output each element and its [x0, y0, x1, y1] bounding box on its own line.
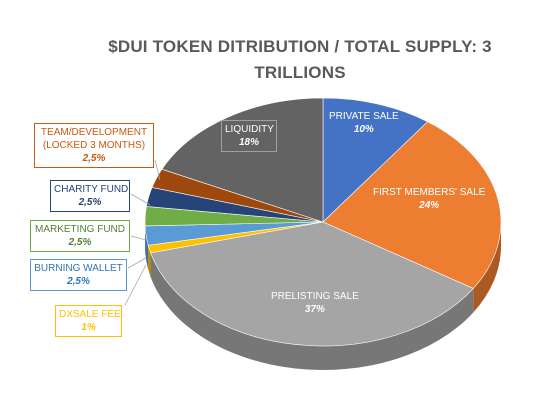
- label-liquidity: LIQUIDITY 18%: [221, 120, 277, 152]
- label-team-development: TEAM/DEVELOPMENT (LOCKED 3 MONTHS) 2,5%: [34, 123, 154, 168]
- label-first-members-sale: FIRST MEMBERS' SALE 24%: [370, 184, 488, 214]
- leader-line-1: [124, 264, 147, 306]
- leader-line-3: [130, 235, 147, 241]
- chart-title: $DUI TOKEN DITRIBUTION / TOTAL SUPPLY: 3…: [108, 37, 492, 82]
- slice-private-sale: [322, 97, 429, 223]
- label-liquidity-name: LIQUIDITY: [225, 124, 274, 135]
- label-charity-fund: CHARITY FUND 2,5%: [50, 180, 130, 212]
- label-burning-wallet-name: BURNING WALLET: [34, 263, 123, 274]
- label-burning-wallet-value: 2,5%: [67, 276, 90, 287]
- label-marketing-fund-name: MARKETING FUND: [35, 224, 125, 235]
- label-prelisting-sale-name: PRELISTING SALE: [271, 291, 359, 302]
- label-charity-fund-name: CHARITY FUND: [54, 184, 129, 195]
- slice-liquidity: [161, 97, 324, 223]
- leader-line-2: [127, 257, 147, 269]
- label-team-development-name: TEAM/DEVELOPMENT (LOCKED 3 MONTHS): [40, 127, 148, 151]
- label-private-sale-value: 10%: [353, 124, 374, 135]
- slice-side-burning-wallet: [145, 225, 149, 270]
- pie-slices: [144, 97, 502, 347]
- leader-line-5: [154, 159, 161, 181]
- label-prelisting-sale-value: 37%: [304, 304, 325, 315]
- slice-side-first-members-sale: [473, 222, 501, 313]
- leader-line-4: [130, 193, 151, 206]
- label-charity-fund-value: 2,5%: [78, 197, 102, 208]
- label-marketing-fund: MARKETING FUND 2,5%: [30, 220, 130, 252]
- label-first-members-sale-name: FIRST MEMBERS' SALE: [373, 187, 486, 198]
- slice-side-dxsale-fee: [148, 245, 151, 277]
- label-dxsale-fee-name: DXSALE FEE: [59, 309, 121, 320]
- label-team-development-value: 2,5%: [82, 153, 106, 164]
- label-private-sale-name: PRIVATE SALE: [329, 111, 399, 122]
- label-first-members-sale-value: 24%: [419, 200, 440, 211]
- slice-prelisting-sale: [150, 221, 474, 347]
- label-prelisting-sale: PRELISTING SALE 37%: [268, 288, 362, 318]
- pie-depth: [145, 222, 501, 371]
- leader-lines: [124, 159, 161, 306]
- label-private-sale: PRIVATE SALE 10%: [326, 108, 402, 138]
- label-marketing-fund-value: 2,5%: [68, 237, 92, 248]
- label-dxsale-fee-value: 1%: [81, 322, 96, 333]
- label-dxsale-fee: DXSALE FEE 1%: [55, 305, 122, 337]
- label-liquidity-value: 18%: [238, 137, 259, 148]
- slice-side-prelisting-sale: [150, 252, 474, 371]
- slice-first-members-sale: [322, 121, 502, 289]
- label-burning-wallet: BURNING WALLET 2,5%: [30, 259, 127, 291]
